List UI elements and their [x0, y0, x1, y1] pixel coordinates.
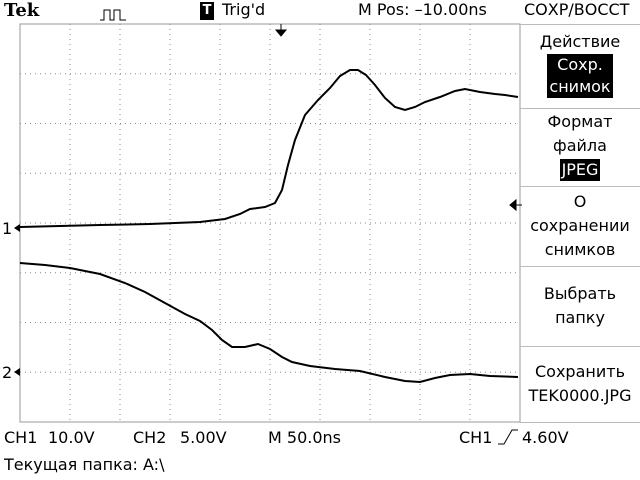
- menu-value-line: снимок: [549, 77, 611, 96]
- trigger-status: Trig'd: [222, 0, 266, 19]
- menu-label: сохранении: [530, 216, 630, 235]
- ch1-marker: 1: [2, 219, 13, 238]
- menu-label: файла: [553, 136, 607, 155]
- ch2-trace: [19, 262, 519, 384]
- acquire-icon: [100, 9, 126, 21]
- menu-separator: [520, 422, 640, 423]
- menu-label: TEK0000.JPG: [528, 386, 632, 405]
- trigger-level-arrow: [509, 198, 522, 212]
- menu-button[interactable]: Сохранить TEK0000.JPG: [520, 360, 640, 408]
- current-folder: Текущая папка: A:\: [4, 455, 165, 474]
- menu-label: Действие: [539, 32, 621, 51]
- trigger-position-arrow: [274, 24, 288, 37]
- menu-label: папку: [555, 308, 605, 327]
- menu-value-line: JPEG: [561, 160, 599, 179]
- menu-separator: [520, 24, 640, 25]
- ch2-label: CH2: [133, 428, 167, 447]
- menu-button[interactable]: Формат файла JPEG: [520, 110, 640, 182]
- menu-separator: [520, 346, 640, 347]
- menu-value-line: Сохр.: [557, 55, 603, 74]
- menu-separator: [520, 108, 640, 109]
- menu-label: Выбрать: [543, 284, 617, 303]
- trigger-source: CH1: [459, 428, 493, 447]
- menu-separator: [520, 186, 640, 187]
- menu-label: снимков: [544, 240, 616, 259]
- menu-label: О: [573, 192, 587, 211]
- graticule: [20, 24, 520, 422]
- menu-button[interactable]: Выбрать папку: [520, 282, 640, 330]
- ch2-marker: 2: [2, 363, 13, 382]
- menu-value: Сохр. снимок: [547, 54, 613, 98]
- brand: Tek: [4, 0, 40, 21]
- graticule-border: [19, 23, 521, 423]
- menu-separator: [520, 266, 640, 267]
- channel-markers: [14, 224, 20, 376]
- menu-label: Сохранить: [535, 362, 625, 381]
- menu-button[interactable]: Действие Сохр. снимок: [520, 30, 640, 99]
- ch1-scale: 10.0V: [48, 428, 95, 447]
- trigger-level: 4.60V: [522, 428, 569, 447]
- menu-title: СОХР/ВОССТ: [524, 0, 630, 19]
- ch2-scale: 5.00V: [180, 428, 227, 447]
- trigger-box: T: [200, 2, 214, 20]
- timebase: M 50.0ns: [268, 428, 341, 447]
- menu-value: JPEG: [559, 159, 601, 181]
- menu-label: Формат: [547, 112, 613, 131]
- ch1-trace: [19, 69, 519, 228]
- ch1-label: CH1: [4, 428, 38, 447]
- horizontal-position: M Pos: –10.00ns: [358, 0, 487, 19]
